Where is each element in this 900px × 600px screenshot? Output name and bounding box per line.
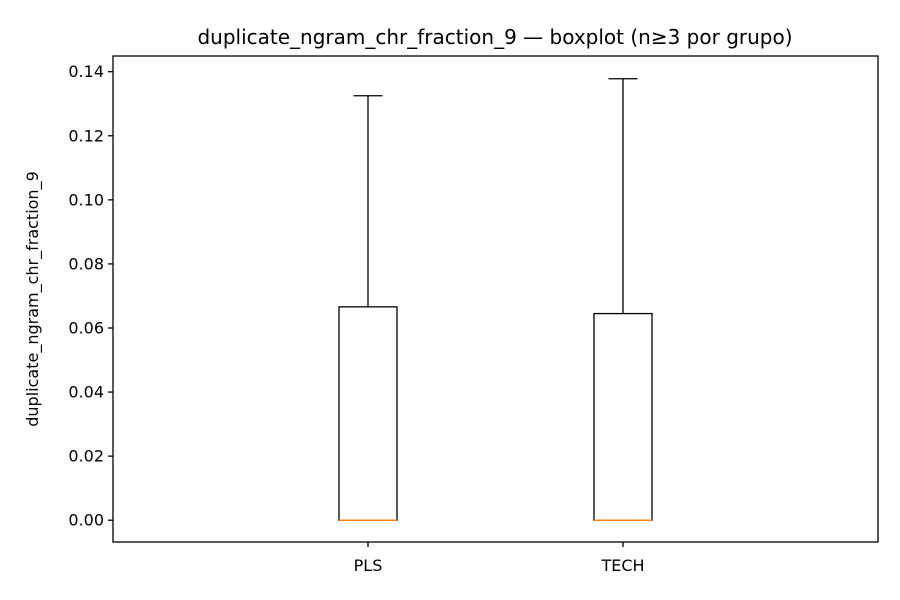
y-tick-label: 0.06: [68, 318, 104, 337]
y-tick-label: 0.02: [68, 447, 104, 466]
y-tick-label: 0.08: [68, 254, 104, 273]
box-pls: [338, 306, 398, 521]
y-axis-label: duplicate_ngram_chr_fraction_9: [23, 171, 43, 426]
y-tick-label: 0.04: [68, 383, 104, 402]
box-tech: [593, 312, 653, 521]
y-tick-label: 0.12: [68, 126, 104, 145]
y-tick-label: 0.00: [68, 511, 104, 530]
chart-title: duplicate_ngram_chr_fraction_9 — boxplot…: [197, 25, 792, 49]
y-tick-label: 0.14: [68, 62, 104, 81]
x-tick-label: TECH: [600, 556, 644, 575]
y-tick-label: 0.10: [68, 190, 104, 209]
plot-frame: [112, 55, 879, 543]
x-tick-label: PLS: [354, 556, 383, 575]
